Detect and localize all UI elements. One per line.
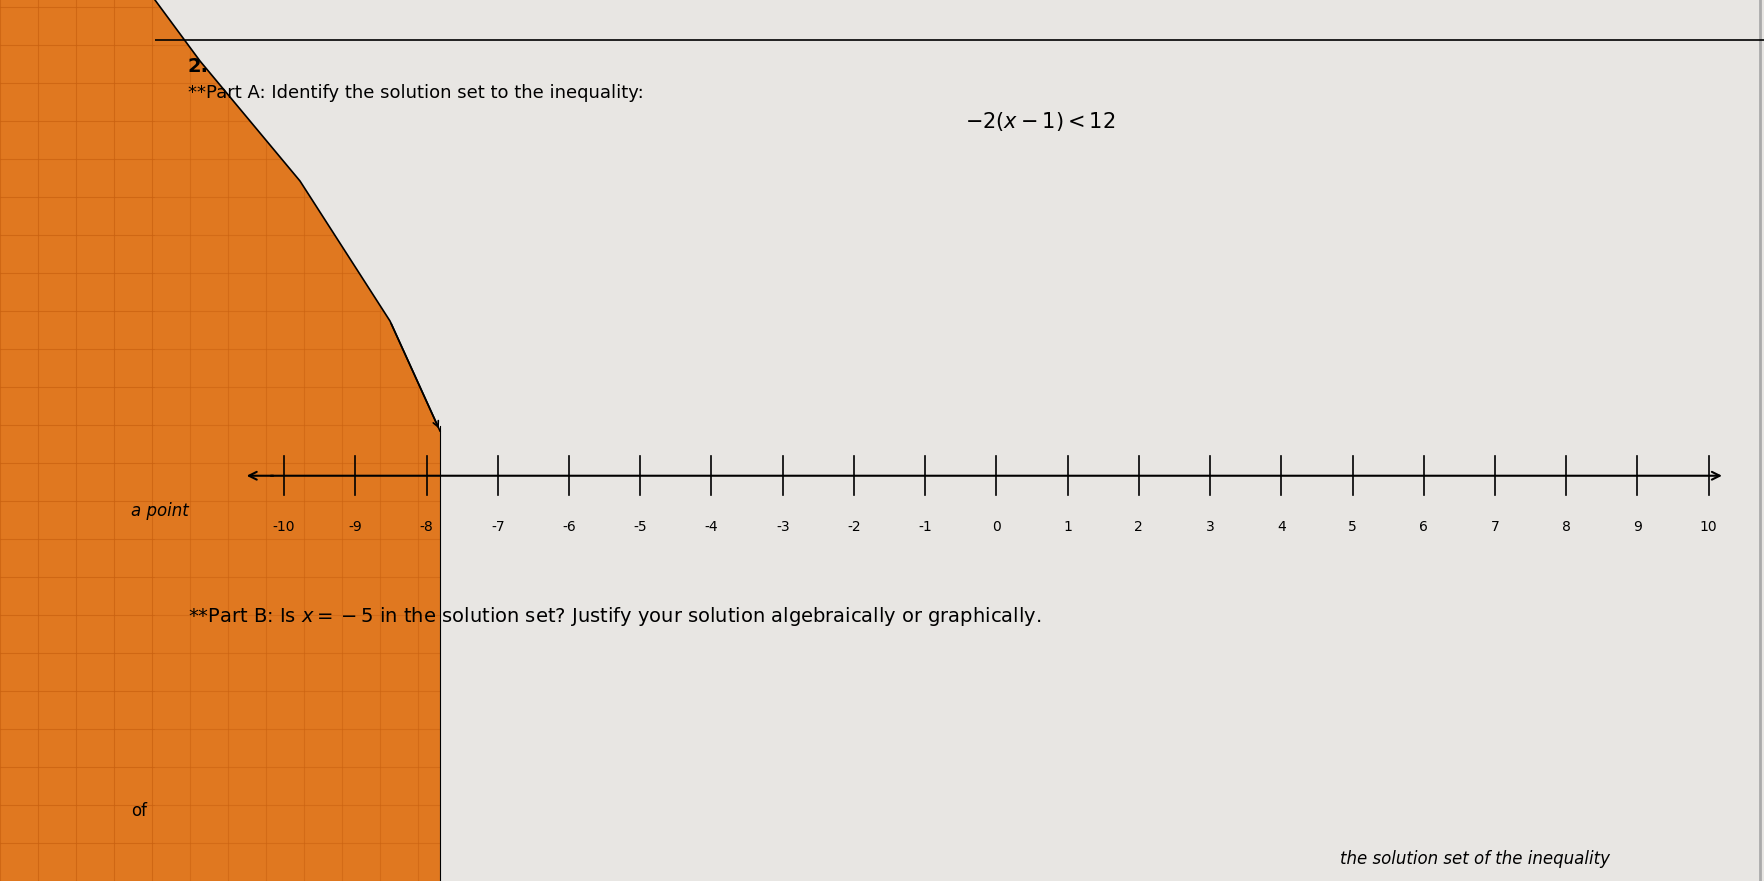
Text: 2: 2 xyxy=(1134,520,1143,534)
Text: -7: -7 xyxy=(490,520,505,534)
Text: -2: -2 xyxy=(847,520,861,534)
Bar xyxy=(0,0,750,881)
Polygon shape xyxy=(155,0,1764,881)
Text: $-2(x-1)<12$: $-2(x-1)<12$ xyxy=(965,110,1115,133)
Text: 3: 3 xyxy=(1205,520,1214,534)
Text: 0: 0 xyxy=(991,520,1000,534)
Text: 9: 9 xyxy=(1632,520,1641,534)
Text: of: of xyxy=(131,802,146,819)
Text: **Part A: Identify the solution set to the inequality:: **Part A: Identify the solution set to t… xyxy=(187,84,642,101)
Text: -3: -3 xyxy=(776,520,789,534)
Text: **Part B: Is $x = -5$ in the solution set? Justify your solution algebraically o: **Part B: Is $x = -5$ in the solution se… xyxy=(187,605,1041,628)
Text: -5: -5 xyxy=(633,520,647,534)
Text: 5: 5 xyxy=(1348,520,1357,534)
Text: a point: a point xyxy=(131,502,189,520)
Text: 4: 4 xyxy=(1275,520,1284,534)
Text: -1: -1 xyxy=(917,520,931,534)
Text: 2.: 2. xyxy=(187,56,208,76)
Text: -8: -8 xyxy=(420,520,434,534)
Text: 7: 7 xyxy=(1491,520,1498,534)
Text: -4: -4 xyxy=(704,520,718,534)
Text: 6: 6 xyxy=(1418,520,1427,534)
Text: 10: 10 xyxy=(1699,520,1716,534)
Text: -9: -9 xyxy=(348,520,362,534)
Text: 8: 8 xyxy=(1561,520,1570,534)
Text: 1: 1 xyxy=(1062,520,1071,534)
Text: -10: -10 xyxy=(273,520,295,534)
Polygon shape xyxy=(155,0,439,881)
Text: -6: -6 xyxy=(561,520,575,534)
Text: the solution set of the inequality: the solution set of the inequality xyxy=(1339,850,1609,868)
